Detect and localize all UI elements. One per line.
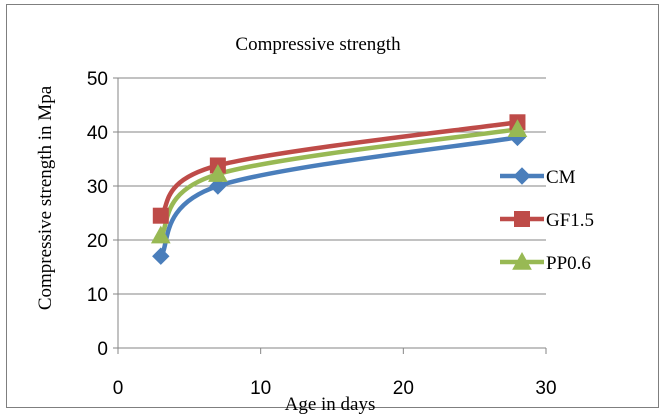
- x-tick-label: 10: [250, 378, 271, 399]
- x-axis-label: Age in days: [285, 394, 376, 415]
- y-tick-label: 30: [87, 177, 108, 198]
- data-point-pp0-6: [208, 164, 228, 182]
- data-point-gf1-5: [152, 207, 169, 224]
- y-tick-label: 0: [97, 339, 108, 360]
- tick-labels: 0 10 20 30 40 50 0 10 20 30: [87, 69, 557, 399]
- series-line-gf1-5: [159, 120, 518, 218]
- y-tick-label: 20: [87, 231, 108, 252]
- axes: [113, 77, 547, 354]
- y-tick-label: 10: [87, 285, 108, 306]
- y-axis-label: Compressive strength in Mpa: [35, 85, 56, 310]
- data-point-cm: [209, 177, 227, 195]
- legend-marker-pp0-6: [512, 251, 532, 270]
- x-tick-label: 0: [113, 378, 124, 399]
- legend-marker-cm: [513, 167, 531, 185]
- y-tick-label: 50: [87, 69, 108, 90]
- x-tick-label: 20: [393, 378, 414, 399]
- chart-title: Compressive strength: [235, 34, 401, 55]
- x-tick-label: 30: [535, 378, 556, 399]
- data-point-cm: [152, 247, 170, 265]
- legend-label-gf1-5: GF1.5: [546, 210, 594, 231]
- series-line-cm: [158, 135, 518, 258]
- legend-label-pp0-6: PP0.6: [546, 253, 591, 274]
- legend-marker-gf1-5: [514, 211, 530, 227]
- chart-frame: [6, 4, 659, 408]
- series-layer: [150, 114, 528, 265]
- legend-label-cm: CM: [546, 167, 576, 188]
- gridlines: [118, 77, 546, 295]
- y-tick-label: 40: [87, 123, 108, 144]
- data-point-pp0-6: [150, 225, 171, 244]
- data-point-pp0-6: [507, 119, 528, 137]
- legend: CM GF1.5 PP0.6: [500, 167, 594, 274]
